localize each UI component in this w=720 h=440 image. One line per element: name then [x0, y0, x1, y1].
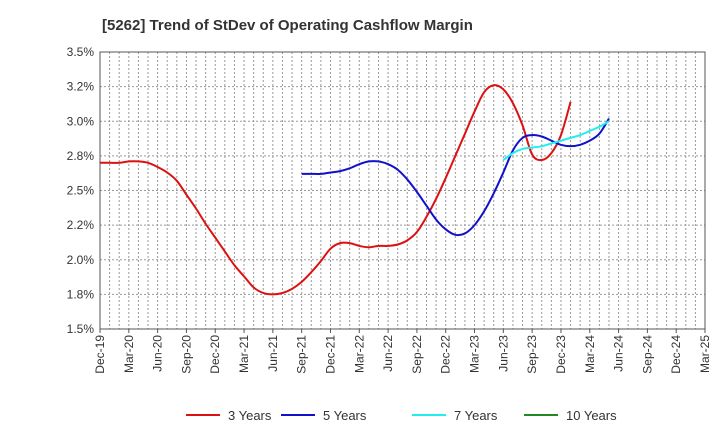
x-tick-label: Dec-19 [93, 335, 107, 374]
y-tick-label: 3.2% [67, 80, 95, 94]
x-tick-label: Jun-24 [612, 335, 626, 372]
y-tick-label: 2.2% [67, 218, 95, 232]
x-tick-label: Dec-24 [669, 335, 683, 374]
y-tick-label: 2.5% [67, 184, 95, 198]
y-tick-label: 3.0% [67, 114, 95, 128]
y-axis-ticks: 1.5% 1.8% 2.0% 2.2% 2.5% 2.8% 3.0% 3.2% 3.5% [67, 45, 95, 336]
y-tick-label: 2.8% [67, 149, 95, 163]
legend-label: 10 Years [566, 408, 617, 423]
x-tick-label: Sep-24 [640, 335, 654, 374]
x-tick-label: Mar-21 [237, 335, 251, 373]
x-tick-label: Dec-22 [439, 335, 453, 374]
x-tick-label: Jun-23 [496, 335, 510, 372]
chart-title: [5262] Trend of StDev of Operating Cashf… [102, 17, 473, 34]
legend-label: 3 Years [228, 408, 272, 423]
series-line-5-years [301, 117, 610, 237]
series-line-7-years [502, 120, 610, 161]
x-tick-label: Jun-20 [151, 335, 165, 372]
x-tick-label: Sep-21 [295, 335, 309, 374]
x-tick-label: Mar-23 [468, 335, 482, 373]
x-tick-label: Dec-21 [323, 335, 337, 374]
x-tick-label: Mar-25 [698, 335, 712, 373]
legend-label: 5 Years [323, 408, 367, 423]
grid [99, 51, 706, 330]
y-tick-label: 1.8% [67, 287, 95, 301]
x-tick-label: Sep-22 [410, 335, 424, 374]
x-tick-label: Dec-20 [208, 335, 222, 374]
series-line-3-years [99, 84, 572, 296]
y-tick-label: 3.5% [67, 45, 95, 59]
x-tick-label: Mar-24 [583, 335, 597, 373]
x-tick-label: Sep-20 [179, 335, 193, 374]
x-tick-label: Jun-21 [266, 335, 280, 372]
legend: 3 Years 5 Years 7 Years 10 Years [186, 408, 617, 423]
x-tick-label: Sep-23 [525, 335, 539, 374]
x-tick-label: Mar-22 [352, 335, 366, 373]
plot-area-border [99, 51, 706, 330]
y-tick-label: 1.5% [67, 322, 95, 336]
series-lines [99, 84, 610, 296]
x-tick-label: Mar-20 [122, 335, 136, 373]
y-tick-label: 2.0% [67, 253, 95, 267]
x-tick-label: Jun-22 [381, 335, 395, 372]
x-axis-ticks: Dec-19 Mar-20 Jun-20 Sep-20 Dec-20 Mar-21 Jun-… [93, 329, 712, 374]
x-tick-label: Dec-23 [554, 335, 568, 374]
legend-label: 7 Years [454, 408, 498, 423]
